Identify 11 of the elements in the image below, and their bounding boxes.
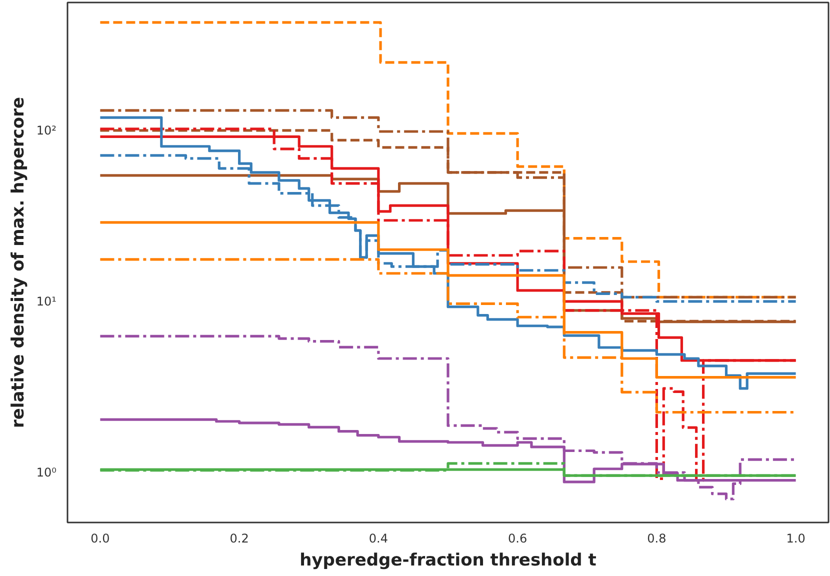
x-tick-label: 1.0 xyxy=(786,532,806,546)
x-tick-label: 0.8 xyxy=(647,532,666,546)
x-tick-label: 0.6 xyxy=(508,532,528,546)
y-tick-label: 10¹ xyxy=(36,294,57,308)
x-axis-title: hyperedge-fraction threshold t xyxy=(300,550,596,570)
y-tick-label: 10² xyxy=(36,123,57,138)
x-tick-label: 0.2 xyxy=(230,532,249,546)
x-tick-label: 0.0 xyxy=(90,532,110,546)
x-tick-label: 0.4 xyxy=(368,532,388,546)
y-tick-label: 10⁰ xyxy=(36,465,57,480)
y-axis-title: relative density of max. hypercore xyxy=(8,96,28,428)
